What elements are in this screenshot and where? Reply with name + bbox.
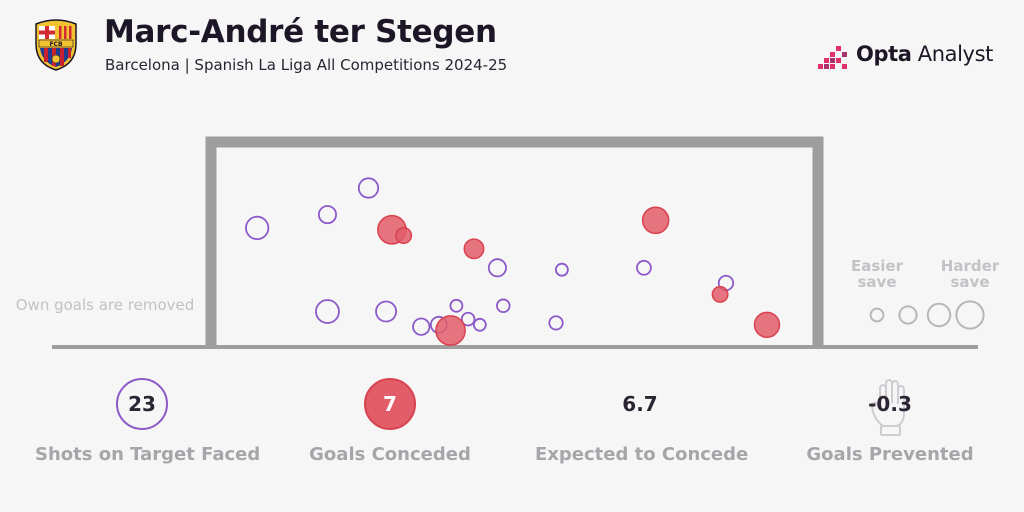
logo-text-bold: Opta [856,42,912,66]
opta-analyst-logo: Opta Analyst [818,40,998,72]
legend-harder-line1: Harder [941,257,1000,275]
goal-shot-point [753,311,781,339]
goal-frame [205,136,824,347]
goal-shot-point [641,206,670,235]
saved-shot-point [449,298,464,313]
legend-size-circle [898,305,918,325]
saved-shot-point [315,299,340,324]
stat-goals-conceded: 7 Goals Conceded [300,378,480,465]
saved-shot-point [487,258,507,278]
saved-shot-point [496,298,511,314]
stat-expected-to-concede: 6.7 Expected to Concede [535,378,749,465]
goalkeeper-glove-icon [870,379,905,436]
crest-lettering: FCB [49,41,63,48]
logo-text-light: Analyst [917,42,994,66]
saved-shot-point [357,177,380,199]
shots-on-target-value: 23 [116,378,168,430]
shots-layer [245,177,781,346]
goal-shot-point [395,227,413,244]
stat-goals-prevented: -0.3 Goals Prevented [800,378,980,465]
saved-shot-point [554,262,569,277]
goals-prevented-label: Goals Prevented [806,444,974,465]
goal-shot-point [463,238,485,260]
goals-prevented-number: -0.3 [868,392,912,416]
opta-logo-icon [818,46,847,69]
expected-to-concede-value: 6.7 [622,392,658,416]
saved-shot-point [375,300,398,323]
logo-text: Opta Analyst [856,42,993,66]
legend-size-circle [926,302,952,328]
legend-easier-line2: save [857,273,896,291]
goal-shot-point [711,285,729,303]
goal-shot-point [435,315,466,346]
saved-shot-point [472,317,487,332]
page-subtitle: Barcelona | Spanish La Liga All Competit… [105,56,508,74]
goals-conceded-label: Goals Conceded [309,444,471,465]
goals-prevented-value: -0.3 [864,378,916,430]
saved-shot-point [460,311,476,327]
stat-shots-on-target: 23 Shots on Target Faced [35,378,261,465]
own-goals-note: Own goals are removed [16,296,195,314]
saved-shot-point [412,317,431,336]
saved-shot-point [636,259,652,276]
legend-easier-line1: Easier [851,257,904,275]
saved-shot-point [317,205,337,225]
saved-shot-point [548,315,564,331]
expected-to-concede-label: Expected to Concede [535,444,749,465]
saved-shot-point [245,215,270,241]
legend-harder-line2: save [950,273,989,291]
legend-size-circle [955,300,985,330]
legend-size-circles [869,300,985,330]
goals-conceded-value: 7 [364,378,416,430]
barcelona-crest-icon: FCB [35,19,77,71]
shots-on-target-label: Shots on Target Faced [35,444,261,465]
page-title: Marc-André ter Stegen [104,14,497,50]
legend-size-circle [869,307,885,323]
